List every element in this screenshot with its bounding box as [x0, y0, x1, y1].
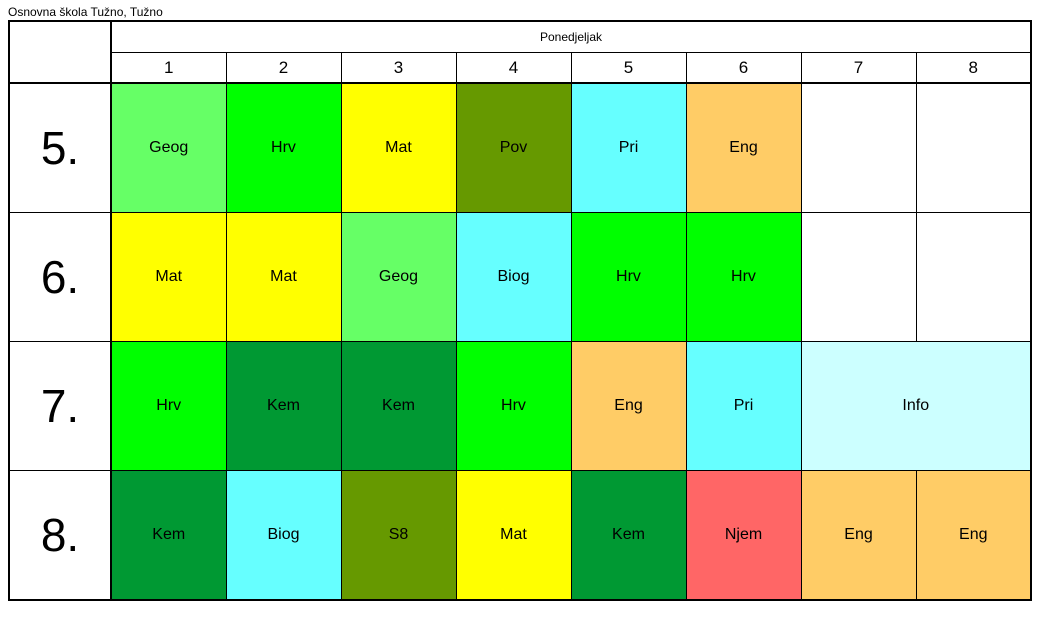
lesson-cell: Eng	[915, 470, 1032, 601]
empty-cell	[800, 82, 917, 213]
period-header: 8	[915, 52, 1032, 84]
lesson-cell: Info	[800, 341, 1032, 471]
lesson-cell: Eng	[570, 341, 687, 471]
class-label: 5.	[8, 82, 112, 213]
class-row: 6. Mat Mat Geog Biog Hrv Hrv	[8, 212, 1032, 342]
empty-cell	[800, 212, 917, 342]
lesson-cell: Hrv	[110, 341, 227, 471]
lesson-cell: Geog	[110, 82, 227, 213]
period-header: 2	[225, 52, 342, 84]
lesson-cell: Biog	[225, 470, 342, 601]
class-label: 8.	[8, 470, 112, 601]
class-row: 5. Geog Hrv Mat Pov Pri Eng	[8, 82, 1032, 213]
lesson-cell: Kem	[570, 470, 687, 601]
period-header: 6	[685, 52, 802, 84]
school-name: Osnovna škola Tužno, Tužno	[8, 5, 163, 19]
lesson-cell: Hrv	[225, 82, 342, 213]
lesson-cell: Kem	[340, 341, 457, 471]
period-header: 7	[800, 52, 917, 84]
lesson-cell: Hrv	[570, 212, 687, 342]
empty-cell	[915, 212, 1032, 342]
lesson-cell: Hrv	[685, 212, 802, 342]
class-row: 8. Kem Biog S8 Mat Kem Njem Eng Eng	[8, 470, 1032, 601]
class-row: 7. Hrv Kem Kem Hrv Eng Pri Info	[8, 341, 1032, 471]
lesson-cell: Eng	[800, 470, 917, 601]
lesson-cell: Kem	[225, 341, 342, 471]
period-header: 3	[340, 52, 457, 84]
lesson-cell: Mat	[340, 82, 457, 213]
lesson-cell: Mat	[455, 470, 572, 601]
class-label: 6.	[8, 212, 112, 342]
lesson-cell: S8	[340, 470, 457, 601]
period-header: 5	[570, 52, 687, 84]
lesson-cell: Pri	[685, 341, 802, 471]
class-label: 7.	[8, 341, 112, 471]
period-header: 1	[110, 52, 227, 84]
lesson-cell: Mat	[110, 212, 227, 342]
lesson-cell: Pov	[455, 82, 572, 213]
lesson-cell: Geog	[340, 212, 457, 342]
period-header: 4	[455, 52, 572, 84]
lesson-cell: Njem	[685, 470, 802, 601]
lesson-cell: Eng	[685, 82, 802, 213]
day-header-row: Ponedjeljak	[8, 20, 1032, 84]
lesson-cell: Pri	[570, 82, 687, 213]
corner-cell	[8, 20, 112, 84]
lesson-cell: Biog	[455, 212, 572, 342]
empty-cell	[915, 82, 1032, 213]
lesson-cell: Kem	[110, 470, 227, 601]
lesson-cell: Mat	[225, 212, 342, 342]
day-label: Ponedjeljak	[110, 20, 1032, 53]
lesson-cell: Hrv	[455, 341, 572, 471]
